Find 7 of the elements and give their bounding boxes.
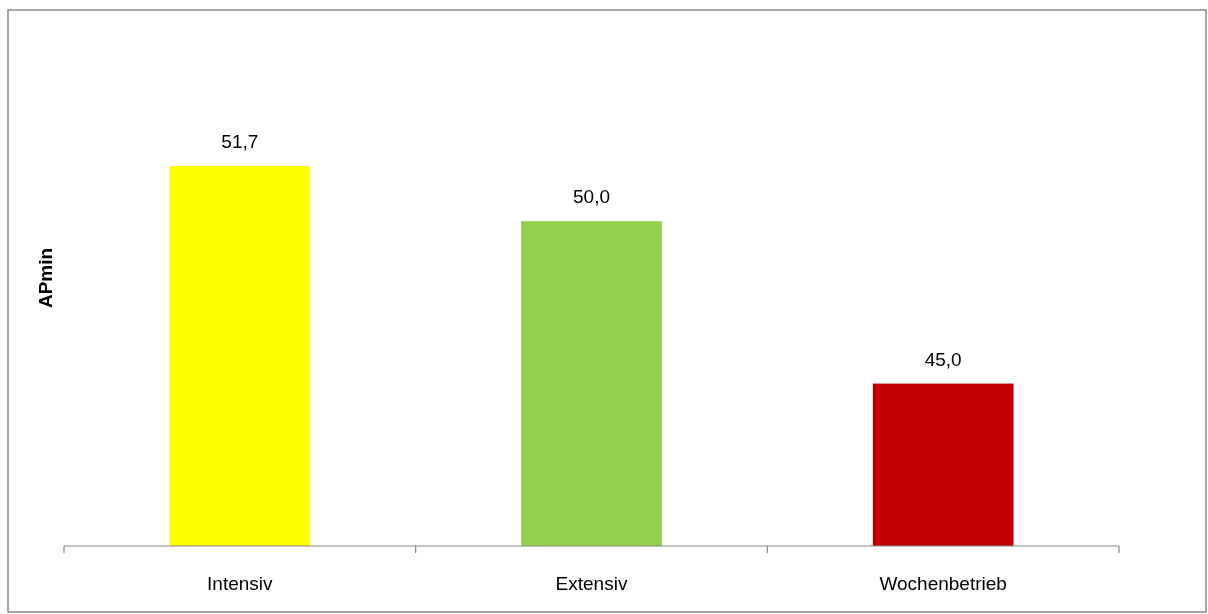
y-axis-title: APmin — [35, 247, 56, 309]
x-tick-label: Extensiv — [555, 573, 628, 594]
data-label: 51,7 — [221, 130, 259, 152]
x-tick-label: Wochenbetrieb — [879, 573, 1007, 594]
data-label: 45,0 — [924, 348, 962, 370]
x-tick-label: Intensiv — [207, 573, 274, 594]
data-label: 50,0 — [573, 186, 610, 208]
